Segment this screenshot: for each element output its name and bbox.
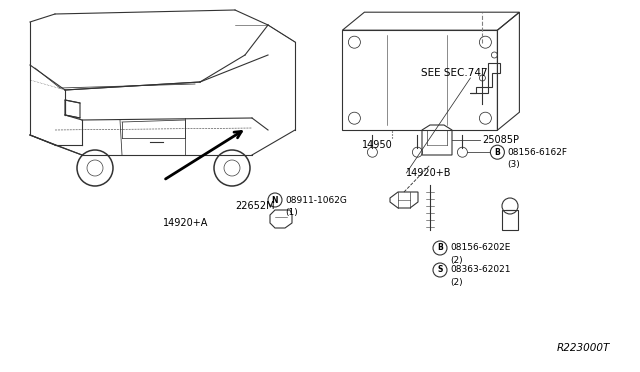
Text: 25085P: 25085P: [482, 135, 519, 145]
Text: 14920+B: 14920+B: [406, 168, 452, 178]
Text: B: B: [495, 148, 500, 157]
Text: S: S: [437, 266, 443, 275]
Text: (2): (2): [450, 278, 463, 286]
Text: 08156-6162F: 08156-6162F: [508, 148, 568, 157]
Text: 08363-62021: 08363-62021: [450, 266, 511, 275]
Text: SEE SEC.747: SEE SEC.747: [421, 68, 488, 77]
Text: R223000T: R223000T: [557, 343, 610, 353]
Text: 14920+A: 14920+A: [163, 218, 209, 228]
Text: 22652M: 22652M: [236, 202, 275, 211]
Text: (1): (1): [285, 208, 298, 217]
Text: N: N: [272, 196, 278, 205]
Text: 08156-6202E: 08156-6202E: [450, 244, 510, 253]
Text: 08911-1062G: 08911-1062G: [285, 196, 347, 205]
Text: (3): (3): [508, 160, 520, 169]
Text: B: B: [437, 244, 443, 253]
Text: 14950: 14950: [362, 140, 393, 150]
Text: (2): (2): [450, 256, 463, 264]
